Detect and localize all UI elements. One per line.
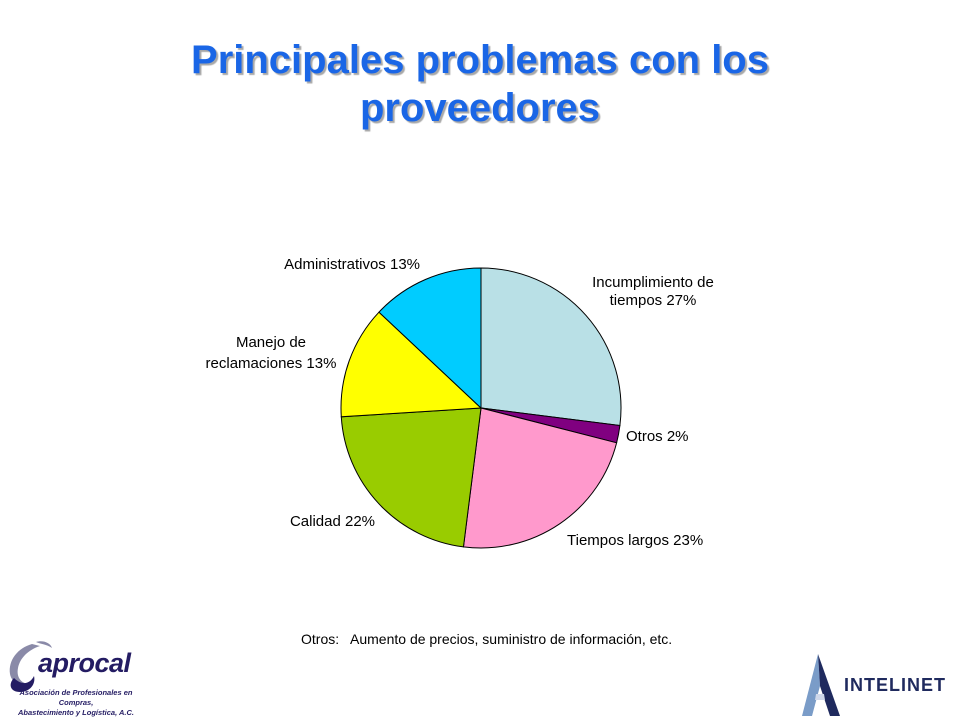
aprocal-subtitle: Asociación de Profesionales en Compras, … bbox=[6, 688, 146, 718]
footnote-otros: Otros: Aumento de precios, suministro de… bbox=[301, 631, 673, 647]
label-tiempos-largos: Tiempos largos 23% bbox=[567, 532, 703, 549]
label-otros: Otros 2% bbox=[626, 428, 689, 445]
slide-title: Principales problemas con los proveedore… bbox=[0, 36, 960, 132]
aprocal-logo: aprocal Asociación de Profesionales en C… bbox=[0, 634, 150, 720]
intelinet-wordmark: INTELINET bbox=[844, 675, 946, 695]
intelinet-a-icon bbox=[802, 654, 840, 716]
label-incumplimiento-line1: Incumplimiento de bbox=[592, 274, 714, 291]
slide-title-line-2: proveedores bbox=[359, 86, 601, 130]
intelinet-logo: INTELINET bbox=[796, 650, 960, 720]
slide-title-line-1: Principales problemas con los bbox=[191, 38, 769, 82]
aprocal-swirl-icon bbox=[9, 641, 52, 692]
aprocal-subtitle-line-1: Asociación de Profesionales en Compras, bbox=[19, 688, 133, 707]
aprocal-wordmark: aprocal bbox=[38, 648, 131, 678]
label-manejo-line2: reclamaciones 13% bbox=[206, 355, 337, 372]
label-administrativos: Administrativos 13% bbox=[284, 256, 420, 273]
pie-slice-administrativos bbox=[378, 267, 482, 410]
pie-slice-manejo-de-reclamaciones bbox=[340, 311, 483, 418]
label-incumplimiento-line2: tiempos 27% bbox=[610, 292, 697, 309]
pie-slice-tiempos-largos bbox=[462, 407, 618, 549]
pie-slices bbox=[340, 267, 622, 549]
pie-slice-incumplimiento-de-tiempos bbox=[480, 267, 622, 427]
aprocal-subtitle-line-2: Abastecimiento y Logística, A.C. bbox=[18, 708, 134, 717]
label-manejo-line1: Manejo de bbox=[236, 334, 306, 351]
label-calidad: Calidad 22% bbox=[290, 513, 375, 530]
pie-slice-calidad bbox=[340, 407, 482, 548]
